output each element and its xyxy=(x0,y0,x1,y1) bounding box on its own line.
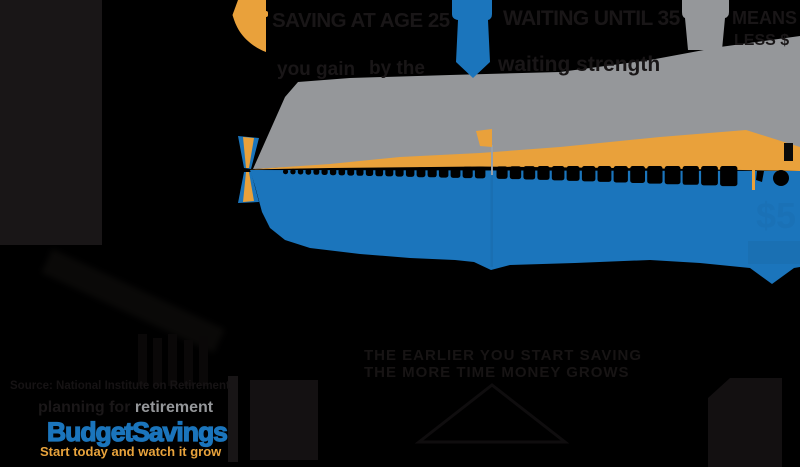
svg-text:$5: $5 xyxy=(756,195,796,236)
